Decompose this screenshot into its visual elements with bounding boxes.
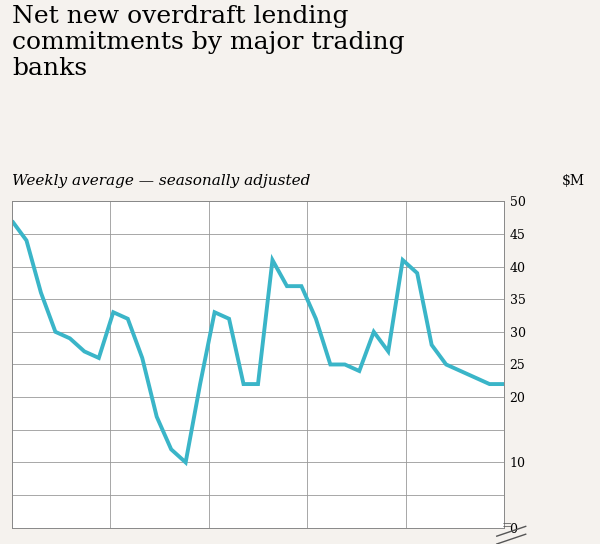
Text: Net new overdraft lending
commitments by major trading
banks: Net new overdraft lending commitments by… (12, 5, 404, 80)
Text: =: = (502, 520, 512, 533)
Text: Weekly average — seasonally adjusted: Weekly average — seasonally adjusted (12, 174, 310, 188)
Text: $M: $M (562, 174, 584, 188)
